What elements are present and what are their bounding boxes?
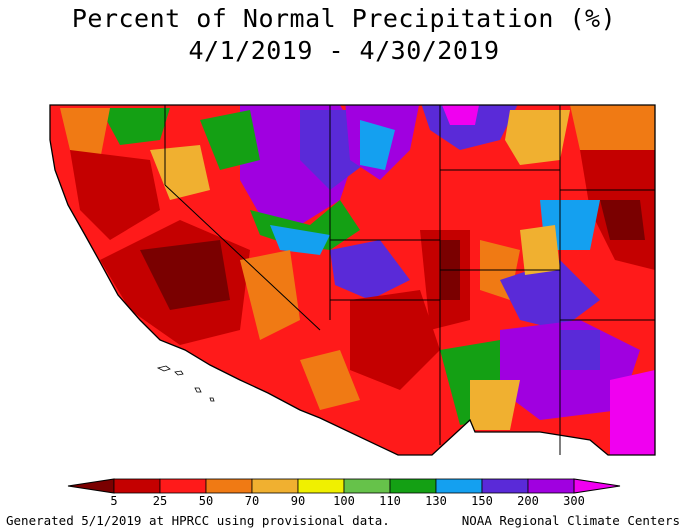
legend-tick-label: 5 bbox=[110, 494, 117, 508]
legend-swatch bbox=[435, 478, 483, 494]
precip-field bbox=[50, 105, 655, 455]
legend-tick-label: 90 bbox=[291, 494, 305, 508]
legend-swatch bbox=[159, 478, 207, 494]
map-title: Percent of Normal Precipitation (%) bbox=[71, 4, 617, 33]
legend-tick-label: 150 bbox=[471, 494, 493, 508]
legend-swatch bbox=[527, 478, 575, 494]
legend-arrow-high bbox=[573, 478, 621, 494]
legend-tick-label: 70 bbox=[245, 494, 259, 508]
legend-swatch bbox=[481, 478, 529, 494]
legend-tick-label: 130 bbox=[425, 494, 447, 508]
source-credit: NOAA Regional Climate Centers bbox=[461, 513, 680, 528]
legend-tick-label: 50 bbox=[199, 494, 213, 508]
legend-tick-label: 110 bbox=[379, 494, 401, 508]
generated-note: Generated 5/1/2019 at HPRCC using provis… bbox=[6, 513, 390, 528]
legend-swatch bbox=[297, 478, 345, 494]
legend-swatch bbox=[389, 478, 437, 494]
legend-swatch bbox=[205, 478, 253, 494]
legend-swatch bbox=[343, 478, 391, 494]
map-date-range: 4/1/2019 - 4/30/2019 bbox=[188, 36, 500, 65]
legend-swatch bbox=[251, 478, 299, 494]
boundaries bbox=[49, 104, 656, 456]
islands bbox=[156, 365, 215, 402]
legend-tick-label: 25 bbox=[153, 494, 167, 508]
legend-arrow-low bbox=[67, 478, 115, 494]
legend-tick-label: 100 bbox=[333, 494, 355, 508]
legend-tick-label: 200 bbox=[517, 494, 539, 508]
legend-swatch bbox=[113, 478, 161, 494]
legend-tick-label: 300 bbox=[563, 494, 585, 508]
